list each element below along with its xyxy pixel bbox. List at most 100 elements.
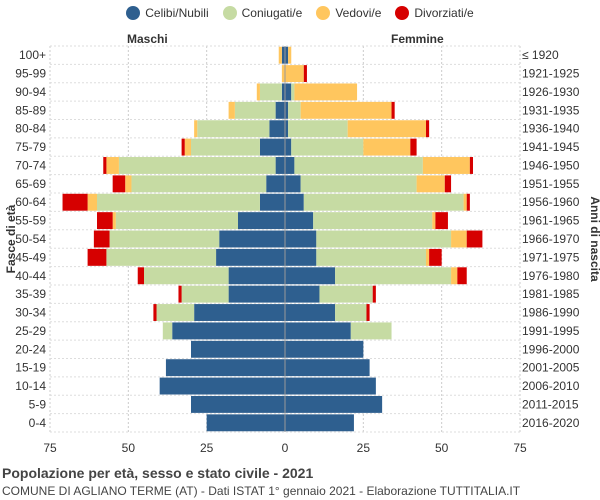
bar-female-90-94-coniugati (291, 83, 295, 101)
males-side-label: Maschi (127, 32, 168, 46)
bar-female-40-44-divorziati (457, 267, 467, 285)
age-label: 25-29 (15, 324, 46, 338)
bar-female-55-59-celibi (285, 212, 314, 230)
legend-label-celibi: Celibi/Nubili (145, 6, 209, 20)
bar-female-60-64-coniugati (303, 193, 464, 211)
bar-female-25-29-celibi (285, 322, 351, 340)
bar-female-75-79-vedovi (363, 138, 411, 156)
bar-female-75-79-coniugati (291, 138, 364, 156)
age-label: 10-14 (15, 379, 46, 393)
bar-male-100+-vedovi (278, 46, 282, 64)
bar-male-95-99-vedovi (281, 65, 285, 83)
bar-female-85-89-divorziati (391, 101, 395, 119)
x-tick-label: 75 (513, 441, 527, 455)
bar-female-80-84-vedovi (347, 120, 426, 138)
age-label: 75-79 (15, 140, 46, 154)
birth-year-label: 1941-1945 (522, 140, 580, 154)
birth-year-label: 2006-2010 (522, 379, 580, 393)
age-label: 0-4 (29, 416, 47, 430)
bar-male-85-89-celibi (275, 101, 285, 119)
bar-male-35-39-celibi (228, 285, 285, 303)
bar-male-40-44-divorziati (137, 267, 144, 285)
bar-male-30-34-coniugati (156, 304, 195, 321)
legend-item-vedovi: Vedovi/e (316, 6, 381, 20)
birth-year-label: 1956-1960 (522, 195, 580, 209)
bar-male-85-89-vedovi (228, 101, 235, 119)
bar-male-65-69-vedovi (125, 175, 132, 193)
birth-year-label: 1976-1980 (522, 269, 580, 283)
bar-male-70-74-divorziati (103, 157, 107, 174)
bar-female-65-69-coniugati (300, 175, 417, 193)
bar-female-10-14-celibi (285, 377, 376, 395)
bar-female-15-19-celibi (285, 359, 370, 377)
bar-female-85-89-celibi (285, 101, 289, 119)
age-label: 5-9 (29, 397, 47, 411)
birth-year-label: 2016-2020 (522, 416, 580, 430)
birth-year-label: 1996-2000 (522, 342, 580, 356)
bar-female-85-89-coniugati (288, 101, 301, 119)
birth-year-label: 1961-1965 (522, 214, 580, 228)
age-label: 70-74 (15, 158, 46, 172)
bar-male-0-4-celibi (206, 414, 285, 432)
age-label: 60-64 (15, 195, 46, 209)
bar-female-90-94-vedovi (294, 83, 358, 101)
bar-female-30-34-celibi (285, 304, 336, 321)
bar-male-55-59-coniugati (115, 212, 238, 230)
bar-male-40-44-celibi (228, 267, 285, 285)
age-label: 30-34 (15, 306, 46, 320)
bar-male-25-29-coniugati (162, 322, 173, 340)
bar-female-60-64-divorziati (466, 193, 470, 211)
bar-female-70-74-coniugati (294, 157, 423, 174)
birth-year-label: 1936-1940 (522, 122, 580, 136)
bar-male-70-74-coniugati (118, 157, 276, 174)
bar-female-95-99-vedovi (285, 65, 304, 83)
bar-female-35-39-coniugati (319, 285, 373, 303)
bar-female-45-49-divorziati (429, 248, 442, 266)
x-tick-label: 25 (357, 441, 371, 455)
bar-female-40-44-celibi (285, 267, 336, 285)
birth-year-label: 1971-1975 (522, 250, 580, 264)
bar-female-35-39-celibi (285, 285, 320, 303)
bar-female-70-74-vedovi (422, 157, 470, 174)
bar-male-60-64-celibi (259, 193, 285, 211)
bar-male-75-79-vedovi (184, 138, 191, 156)
bar-female-50-54-divorziati (466, 230, 483, 248)
legend-item-divorziati: Divorziati/e (395, 6, 474, 20)
bar-female-80-84-coniugati (288, 120, 348, 138)
birth-year-label: 1991-1995 (522, 324, 580, 338)
age-label: 80-84 (15, 122, 46, 136)
bar-male-100+-celibi (281, 46, 285, 64)
bar-male-45-49-divorziati (87, 248, 107, 266)
bar-male-65-69-divorziati (112, 175, 126, 193)
birth-year-label: 1981-1985 (522, 287, 580, 301)
legend-label-divorziati: Divorziati/e (414, 6, 474, 20)
birth-year-label: 1951-1955 (522, 177, 580, 191)
bar-male-55-59-celibi (238, 212, 285, 230)
bar-female-90-94-celibi (285, 83, 292, 101)
bar-male-40-44-coniugati (144, 267, 229, 285)
bar-female-45-49-celibi (285, 248, 317, 266)
bar-female-65-69-vedovi (416, 175, 445, 193)
bar-male-80-84-celibi (269, 120, 285, 138)
age-label: 90-94 (15, 85, 46, 99)
females-side-label: Femmine (391, 32, 444, 46)
bar-male-75-79-coniugati (191, 138, 260, 156)
bar-female-35-39-divorziati (372, 285, 376, 303)
bar-male-45-49-celibi (216, 248, 285, 266)
bar-female-65-69-divorziati (444, 175, 452, 193)
bar-male-50-54-coniugati (109, 230, 220, 248)
bar-female-75-79-celibi (285, 138, 292, 156)
bar-female-40-44-vedovi (451, 267, 458, 285)
bar-female-45-49-vedovi (426, 248, 430, 266)
bar-male-85-89-coniugati (234, 101, 276, 119)
age-label: 55-59 (15, 214, 46, 228)
bar-male-45-49-coniugati (106, 248, 217, 266)
bar-female-45-49-coniugati (316, 248, 426, 266)
legend-item-celibi: Celibi/Nubili (126, 6, 209, 20)
bar-male-10-14-celibi (159, 377, 285, 395)
legend-swatch-coniugati (222, 6, 237, 20)
bar-male-15-19-celibi (165, 359, 285, 377)
bar-male-90-94-coniugati (259, 83, 282, 101)
age-label: 100+ (19, 48, 46, 62)
age-label: 95-99 (15, 67, 46, 81)
